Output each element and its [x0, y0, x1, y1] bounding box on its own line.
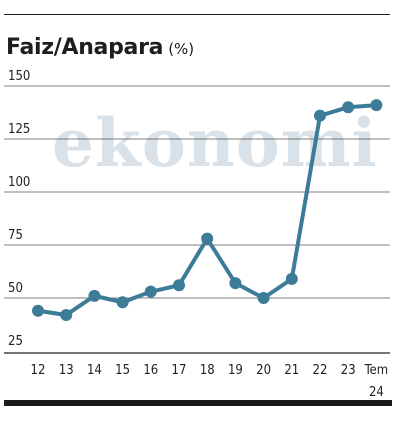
data-point — [173, 279, 185, 292]
data-point — [201, 232, 214, 245]
data-point — [285, 272, 298, 285]
chart-title: Faiz/Anapara (%) — [6, 24, 194, 62]
data-point — [116, 296, 129, 309]
y-tick-label: 125 — [8, 122, 30, 137]
data-point — [32, 304, 44, 317]
x-tick-label: 17 — [172, 363, 187, 378]
bottom-rule — [4, 400, 392, 406]
x-tick-label: 23 — [341, 363, 356, 378]
chart-title-text: Faiz/Anapara — [6, 35, 164, 60]
data-point — [144, 285, 157, 298]
x-tick-label: 14 — [87, 363, 102, 378]
x-tick-label: 21 — [284, 363, 299, 378]
data-point — [370, 99, 383, 112]
x-tick-label: 18 — [200, 363, 215, 378]
x-tick-label: 20 — [256, 363, 271, 378]
data-point — [314, 109, 326, 122]
x-tick-label: 13 — [59, 363, 74, 378]
y-tick-label: 75 — [8, 228, 23, 243]
x-tick-label: 24 — [369, 385, 384, 400]
data-point — [60, 308, 73, 321]
data-point — [257, 292, 270, 304]
y-tick-label: 50 — [8, 281, 23, 296]
y-tick-label: 150 — [8, 69, 30, 84]
x-tick-label: Tem — [364, 363, 389, 378]
x-tick-label: 12 — [31, 363, 46, 378]
y-tick-label: 100 — [8, 175, 30, 190]
series-line — [36, 103, 379, 317]
data-point — [342, 101, 355, 114]
x-tick-label: 19 — [228, 363, 243, 378]
data-point — [229, 277, 242, 290]
y-tick-label: 25 — [8, 334, 23, 349]
x-tick-label: 15 — [115, 363, 130, 378]
data-point — [88, 289, 101, 302]
x-tick-label: 22 — [313, 363, 328, 378]
x-tick-label: 16 — [143, 363, 158, 378]
chart-unit: (%) — [168, 40, 195, 58]
top-rule — [4, 14, 390, 15]
